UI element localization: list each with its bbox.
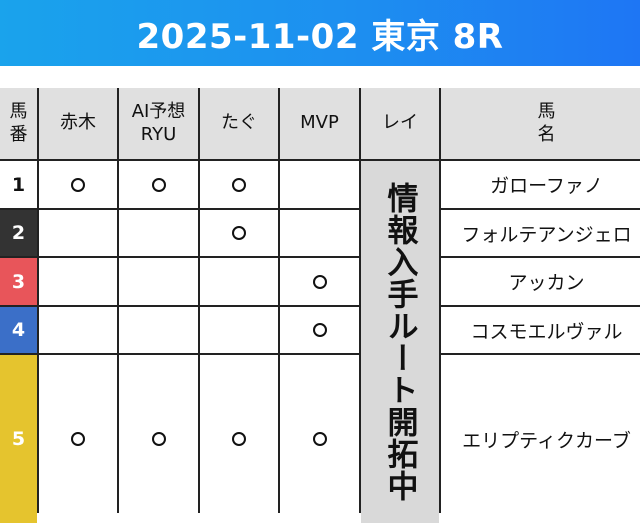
pick-akagi-row-4 bbox=[39, 307, 117, 353]
header-ai-ryu: AI予想 RYU bbox=[119, 88, 198, 159]
pick-akagi-row-5 bbox=[39, 355, 117, 523]
horse-number-5: 5 bbox=[0, 355, 37, 523]
horse-number-3: 3 bbox=[0, 258, 37, 305]
circle-mark-icon bbox=[232, 226, 246, 240]
pick-tagu-row-5 bbox=[200, 355, 278, 523]
pick-mvp-row-4 bbox=[280, 307, 359, 353]
prediction-table: 馬 番 赤木 AI予想 RYU たぐ MVP レイ 馬 名 情報入手ルート開拓中… bbox=[0, 88, 640, 523]
circle-mark-icon bbox=[151, 432, 166, 446]
pick-tagu-row-4 bbox=[200, 307, 278, 353]
circle-mark-icon bbox=[312, 323, 327, 337]
header-umaban: 馬 番 bbox=[0, 88, 37, 159]
race-title: 2025-11-02 東京 8R bbox=[136, 16, 504, 57]
header-rei: レイ bbox=[361, 88, 439, 159]
horse-number-2: 2 bbox=[0, 210, 37, 256]
header-horse-name: 馬 名 bbox=[441, 88, 640, 159]
circle-mark-icon bbox=[312, 432, 327, 446]
pick-mvp-row-3 bbox=[280, 258, 359, 305]
pick-mvp-row-2 bbox=[280, 210, 359, 256]
rei-notice-text: 情報入手ルート開拓中 bbox=[381, 182, 418, 502]
race-header: 2025-11-02 東京 8R bbox=[0, 0, 640, 66]
pick-akagi-row-1 bbox=[39, 161, 117, 208]
circle-mark-icon bbox=[232, 432, 246, 446]
header-tagu: たぐ bbox=[200, 88, 278, 159]
header-akagi: 赤木 bbox=[39, 88, 117, 159]
pick-tagu-row-1 bbox=[200, 161, 278, 208]
pick-ai-row-2 bbox=[119, 210, 198, 256]
pick-ai-row-3 bbox=[119, 258, 198, 305]
header-mvp: MVP bbox=[280, 88, 359, 159]
header-gap bbox=[0, 66, 640, 88]
horse-name-2: フォルテアンジェロ bbox=[441, 210, 640, 256]
pick-tagu-row-2 bbox=[200, 210, 278, 256]
horse-name-1: ガローファノ bbox=[441, 161, 640, 208]
pick-akagi-row-2 bbox=[39, 210, 117, 256]
circle-mark-icon bbox=[71, 432, 85, 446]
circle-mark-icon bbox=[71, 177, 85, 192]
horse-name-3: アッカン bbox=[441, 258, 640, 305]
pick-mvp-row-1 bbox=[280, 161, 359, 208]
pick-ai-row-4 bbox=[119, 307, 198, 353]
circle-mark-icon bbox=[232, 177, 246, 192]
pick-ai-row-5 bbox=[119, 355, 198, 523]
horse-number-4: 4 bbox=[0, 307, 37, 353]
circle-mark-icon bbox=[151, 177, 166, 192]
horse-name-4: コスモエルヴァル bbox=[441, 307, 640, 353]
horse-name-5: エリプティクカーブ bbox=[441, 355, 640, 523]
pick-tagu-row-3 bbox=[200, 258, 278, 305]
pick-akagi-row-3 bbox=[39, 258, 117, 305]
pick-mvp-row-5 bbox=[280, 355, 359, 523]
horse-number-1: 1 bbox=[0, 161, 37, 208]
rei-notice-cell: 情報入手ルート開拓中 bbox=[361, 161, 439, 523]
pick-ai-row-1 bbox=[119, 161, 198, 208]
circle-mark-icon bbox=[312, 274, 327, 289]
